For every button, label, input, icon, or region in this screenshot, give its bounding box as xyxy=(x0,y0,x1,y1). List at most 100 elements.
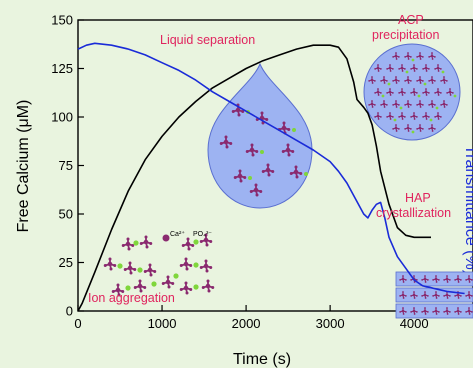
ion-molecule-3 xyxy=(199,233,213,247)
hap-molecule-2-1 xyxy=(410,307,418,315)
hap-molecule-0-5 xyxy=(454,275,462,283)
y-axis-label: Free Calcium (μM) xyxy=(15,100,32,233)
ion-molecule-6 xyxy=(143,263,157,277)
hap-molecule-0-0 xyxy=(399,275,407,283)
ion-calcium-1 xyxy=(193,239,199,245)
droplet-molecule-2 xyxy=(277,121,291,135)
hap-molecule-1-2 xyxy=(421,291,429,299)
acp-molecule-2 xyxy=(416,52,424,60)
acp-molecule-39 xyxy=(416,124,424,132)
x-axis-label: Time (s) xyxy=(233,351,291,368)
series-line-1 xyxy=(77,42,465,295)
droplet-molecule-7 xyxy=(261,163,275,177)
ion-calcium-6 xyxy=(151,281,157,287)
acp-molecule-29 xyxy=(428,100,436,108)
acp-molecule-0 xyxy=(392,52,400,60)
acp-molecule-10 xyxy=(368,76,376,84)
acp-calcium-6 xyxy=(405,70,409,74)
acp-molecule-27 xyxy=(404,100,412,108)
acp-molecule-11 xyxy=(380,76,388,84)
annotation-ion-aggregation: Ion aggregation xyxy=(88,291,175,305)
droplet xyxy=(207,62,313,209)
droplet-molecule-9 xyxy=(249,183,263,197)
acp-molecule-12 xyxy=(392,76,400,84)
hap-molecule-1-1 xyxy=(410,291,418,299)
acp-calcium-26 xyxy=(399,106,403,110)
droplet-molecule-5 xyxy=(281,143,295,157)
hap-molecule-1-0 xyxy=(399,291,407,299)
series-layer xyxy=(77,42,465,312)
y-tick-label-3: 75 xyxy=(59,158,73,173)
acp-molecule-37 xyxy=(392,124,400,132)
acp-molecules xyxy=(368,52,457,134)
right-axis-label: Transmittance (%) xyxy=(462,145,473,275)
acp-calcium-32 xyxy=(393,118,397,122)
ion-molecule-0 xyxy=(121,237,135,251)
acp-calcium-29 xyxy=(435,106,439,110)
acp-molecule-15 xyxy=(428,76,436,84)
x-tick-label-3: 3000 xyxy=(316,316,345,331)
droplet-molecule-6 xyxy=(233,169,247,183)
acp-calcium-1 xyxy=(411,58,415,62)
acp-molecule-7 xyxy=(410,64,418,72)
acp-molecule-6 xyxy=(398,64,406,72)
acp-molecule-13 xyxy=(404,76,412,84)
acp-molecule-33 xyxy=(398,112,406,120)
acp-molecule-20 xyxy=(410,88,418,96)
acp-molecule-18 xyxy=(386,88,394,96)
ion-calcium-5 xyxy=(125,285,131,291)
x-tick-label-2: 2000 xyxy=(232,316,261,331)
annotation-hap: HAP xyxy=(405,191,431,205)
droplet-molecule-3 xyxy=(219,135,233,149)
annotation-liquid-separation: Liquid separation xyxy=(160,33,255,47)
acp-molecule-30 xyxy=(440,100,448,108)
acp-molecule-24 xyxy=(368,100,376,108)
acp-molecule-35 xyxy=(422,112,430,120)
acp-molecule-4 xyxy=(374,64,382,72)
y-tick-label-6: 150 xyxy=(51,13,73,28)
x-tick-label-0: 0 xyxy=(74,316,81,331)
acp-molecule-32 xyxy=(386,112,394,120)
ion-molecule-10 xyxy=(133,279,147,293)
acp-molecule-31 xyxy=(374,112,382,120)
hap-molecule-1-5 xyxy=(454,291,462,299)
acp-calcium-11 xyxy=(387,82,391,86)
hap-molecule-0-3 xyxy=(432,275,440,283)
ion-molecule-1 xyxy=(139,235,153,249)
ion-calcium-7 xyxy=(193,284,199,290)
ion-molecule-8 xyxy=(199,259,213,273)
ion-molecule-7 xyxy=(179,257,193,271)
acp-calcium-23 xyxy=(453,94,457,98)
acp-molecule-5 xyxy=(386,64,394,72)
annotation-acp: ACP xyxy=(398,13,424,27)
hap-molecule-2-6 xyxy=(465,307,473,315)
acp-calcium-38 xyxy=(411,130,415,134)
ion-calcium-0 xyxy=(133,240,139,246)
y-tick-label-0: 0 xyxy=(66,304,73,319)
acp-molecule-8 xyxy=(422,64,430,72)
hap-molecule-1-6 xyxy=(465,291,473,299)
x-tick-label-1: 1000 xyxy=(148,316,177,331)
ticks: 0 1000 2000 3000 4000 0 25 50 75 100 125 150 xyxy=(51,13,428,332)
acp-molecule-19 xyxy=(398,88,406,96)
acp-sphere xyxy=(363,43,461,141)
acp-molecule-34 xyxy=(410,112,418,120)
ion-molecule-4 xyxy=(103,257,117,271)
droplet-calcium-2 xyxy=(292,128,296,132)
acp-molecule-25 xyxy=(380,100,388,108)
series-line-0 xyxy=(77,44,431,312)
ion-molecule-5 xyxy=(123,261,137,275)
annotation-precipitation: precipitation xyxy=(372,28,439,42)
acp-molecule-3 xyxy=(428,52,436,60)
label-phosphate-ion: PO₄³⁻ xyxy=(193,231,212,238)
acp-molecule-16 xyxy=(440,76,448,84)
ion-molecule-9 xyxy=(111,283,125,297)
hap-molecule-2-3 xyxy=(432,307,440,315)
ion-molecule-2 xyxy=(181,237,195,251)
hap-molecule-1-3 xyxy=(432,291,440,299)
acp-molecule-17 xyxy=(374,88,382,96)
y-tick-label-1: 25 xyxy=(59,255,73,270)
y-tick-label-2: 50 xyxy=(59,207,73,222)
ion-calcium-legend-dot xyxy=(162,234,170,242)
